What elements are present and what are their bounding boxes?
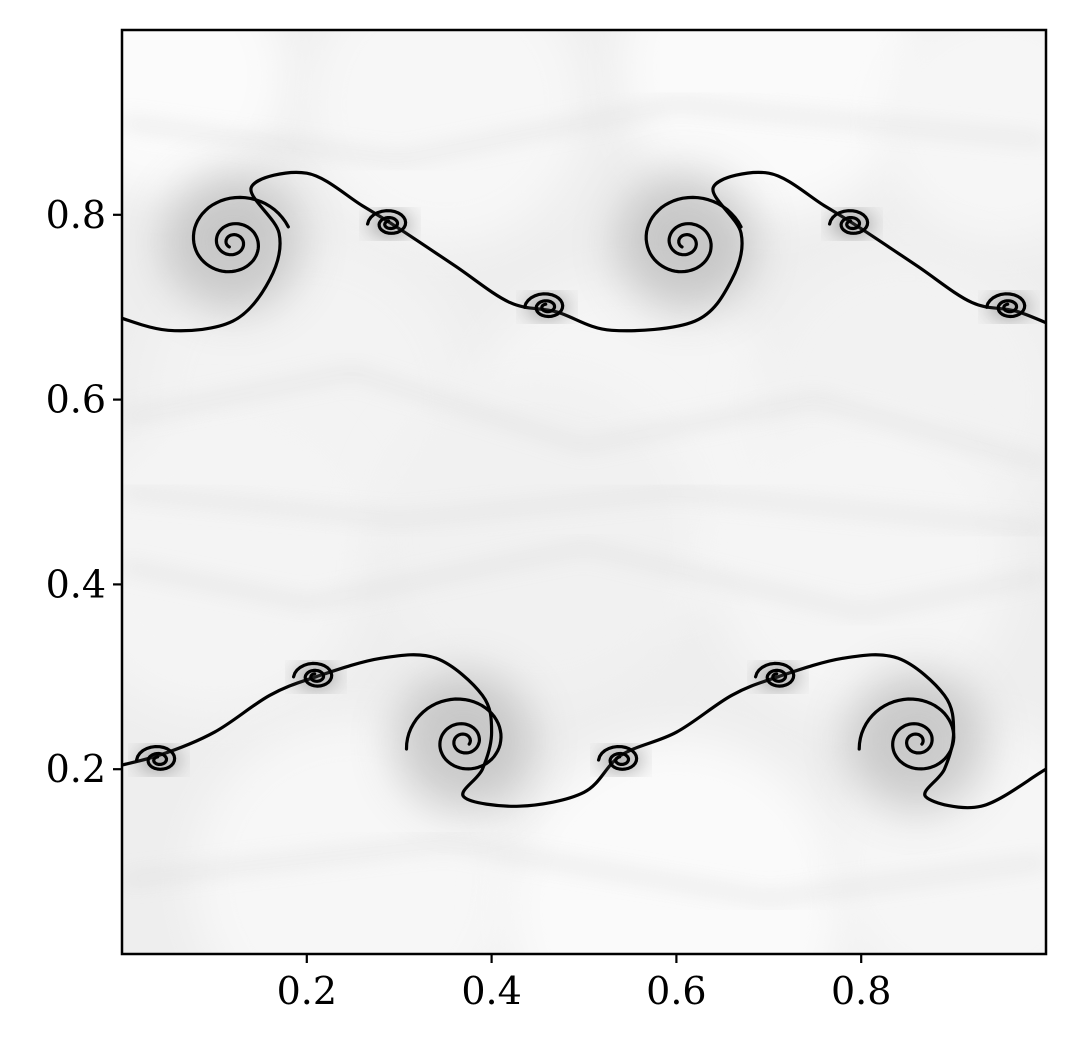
plot-area [122, 30, 1046, 954]
shading-streak [122, 543, 1046, 616]
x-tick-label: 0.2 [277, 969, 337, 1013]
secondary-vortex [828, 209, 870, 235]
shading-streak [122, 839, 1046, 903]
shading-blotch [711, 415, 1012, 716]
interface-contours [122, 170, 1046, 812]
secondary-vortex [292, 661, 334, 688]
vortex-halo [846, 671, 987, 812]
shading-blotch [122, 30, 289, 197]
secondary-vortex [597, 745, 639, 771]
vortex-halo [162, 172, 303, 313]
shading-blotch [122, 415, 365, 716]
vortex-spiral [404, 697, 503, 771]
secondary-vortex [754, 661, 796, 688]
axes-frame [120, 28, 1048, 956]
vortex-halo [615, 172, 756, 313]
shading-blotch [305, 30, 586, 244]
x-axis: 0.2 0.4 0.6 0.8 [277, 954, 891, 1013]
x-tick-label: 0.4 [461, 969, 521, 1013]
x-tick-label: 0.6 [646, 969, 706, 1013]
shading-streak [122, 368, 1046, 468]
shading-streak [122, 488, 1046, 533]
shading-blotch [879, 30, 1046, 243]
secondary-vortex [985, 292, 1027, 319]
y-axis: 0.2 0.4 0.6 0.8 [46, 193, 122, 791]
vortex-spiral [644, 195, 743, 274]
y-tick-label: 0.2 [46, 747, 106, 791]
secondary-vortex [366, 209, 408, 235]
shading-streak [122, 100, 1046, 163]
y-tick-label: 0.4 [46, 562, 106, 606]
vortex-spiral [857, 697, 956, 771]
shading-blotch [618, 30, 919, 217]
secondary-vortex [135, 745, 177, 771]
vortex-spiral [191, 195, 290, 274]
secondary-vortex [523, 292, 565, 319]
x-tick-label: 0.8 [831, 969, 891, 1013]
y-tick-label: 0.6 [46, 378, 106, 422]
y-tick-label: 0.8 [46, 193, 106, 237]
field-shading [122, 30, 1046, 954]
shading-blotch [377, 378, 698, 699]
